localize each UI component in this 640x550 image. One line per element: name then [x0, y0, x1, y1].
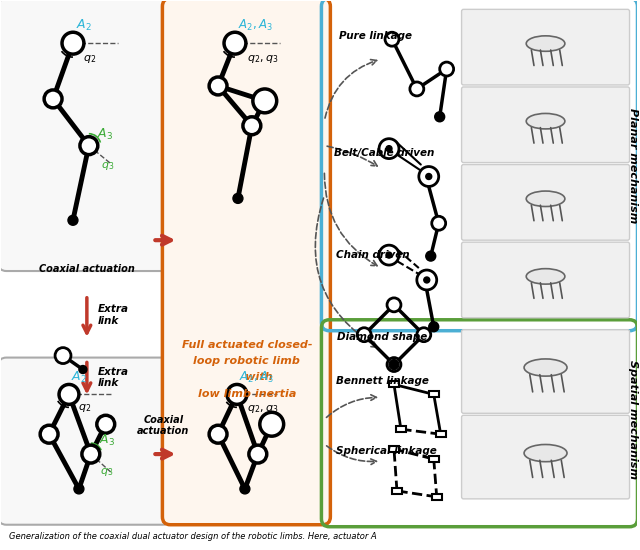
Ellipse shape [526, 36, 565, 51]
Circle shape [243, 117, 260, 135]
Ellipse shape [524, 444, 567, 461]
Text: $A_2$: $A_2$ [71, 370, 87, 384]
Text: Extra
link: Extra link [98, 367, 129, 388]
Circle shape [386, 252, 392, 258]
Circle shape [249, 445, 267, 463]
Text: $q_2, q_3$: $q_2, q_3$ [247, 53, 278, 65]
Bar [389, 382, 399, 387]
Text: Pure linkage: Pure linkage [339, 31, 412, 41]
Circle shape [419, 167, 438, 186]
Circle shape [62, 32, 84, 54]
FancyBboxPatch shape [0, 358, 170, 525]
Circle shape [55, 348, 71, 364]
Circle shape [432, 216, 445, 230]
Circle shape [224, 32, 246, 54]
Circle shape [80, 137, 98, 155]
Text: Coaxial
actuation: Coaxial actuation [137, 415, 189, 436]
FancyBboxPatch shape [461, 87, 630, 163]
Circle shape [389, 360, 399, 370]
FancyArrowPatch shape [326, 395, 376, 417]
Bar [429, 392, 438, 398]
Circle shape [233, 194, 243, 204]
FancyBboxPatch shape [461, 242, 630, 318]
Circle shape [40, 425, 58, 443]
Circle shape [227, 384, 247, 404]
Bar [436, 431, 445, 437]
FancyBboxPatch shape [0, 0, 170, 271]
Ellipse shape [524, 359, 567, 376]
Text: Bennett linkage: Bennett linkage [337, 376, 429, 387]
Bar [392, 488, 402, 494]
Bar [429, 456, 438, 462]
Circle shape [379, 245, 399, 265]
Circle shape [79, 366, 87, 373]
Circle shape [209, 425, 227, 443]
Circle shape [253, 89, 276, 113]
Circle shape [440, 62, 454, 76]
Circle shape [385, 32, 399, 46]
Circle shape [435, 112, 445, 122]
Circle shape [426, 173, 432, 179]
Circle shape [424, 277, 430, 283]
Circle shape [379, 139, 399, 158]
Circle shape [97, 415, 115, 433]
FancyBboxPatch shape [461, 9, 630, 85]
Text: $q_2$: $q_2$ [78, 402, 91, 414]
Text: $q_2$: $q_2$ [83, 53, 96, 65]
Circle shape [59, 384, 79, 404]
FancyBboxPatch shape [461, 415, 630, 499]
Text: $A_2$: $A_2$ [76, 18, 92, 34]
Circle shape [74, 484, 84, 494]
Text: $q_2, q_3$: $q_2, q_3$ [247, 403, 278, 415]
Circle shape [410, 82, 424, 96]
Text: Chain driven: Chain driven [337, 250, 410, 260]
Circle shape [240, 484, 250, 494]
Text: Coaxial actuation: Coaxial actuation [39, 264, 135, 274]
FancyBboxPatch shape [163, 0, 330, 525]
Text: Spatial mechanism: Spatial mechanism [627, 360, 637, 479]
Text: $q_3$: $q_3$ [100, 466, 113, 478]
Circle shape [426, 251, 436, 261]
Text: Planar mechanism: Planar mechanism [627, 108, 637, 223]
Bar [389, 446, 399, 452]
Ellipse shape [526, 191, 565, 206]
Text: $q_3$: $q_3$ [100, 160, 114, 172]
Text: Diamond shape: Diamond shape [337, 332, 428, 342]
Circle shape [386, 146, 392, 152]
Text: $A_3$: $A_3$ [99, 433, 115, 448]
Circle shape [209, 77, 227, 95]
Circle shape [417, 328, 431, 342]
Bar [396, 426, 406, 432]
Ellipse shape [526, 268, 565, 284]
Text: Generalization of the coaxial dual actuator design of the robotic limbs. Here, a: Generalization of the coaxial dual actua… [10, 532, 377, 541]
Circle shape [417, 270, 436, 290]
Circle shape [387, 298, 401, 312]
Circle shape [357, 328, 371, 342]
FancyBboxPatch shape [461, 164, 630, 240]
FancyArrowPatch shape [324, 173, 377, 266]
FancyArrowPatch shape [326, 446, 376, 465]
FancyArrowPatch shape [316, 198, 377, 347]
Circle shape [260, 412, 284, 436]
Text: Extra
link: Extra link [98, 304, 129, 326]
Text: $A_2, A_3$: $A_2, A_3$ [239, 370, 274, 384]
Text: $A_2, A_3$: $A_2, A_3$ [238, 18, 273, 34]
FancyArrowPatch shape [325, 59, 376, 118]
Text: $A_3$: $A_3$ [97, 126, 113, 142]
Circle shape [387, 358, 401, 371]
FancyBboxPatch shape [461, 329, 630, 413]
Circle shape [68, 215, 78, 226]
Text: Belt/Cable driven: Belt/Cable driven [334, 147, 435, 158]
Ellipse shape [526, 113, 565, 129]
Circle shape [82, 445, 100, 463]
Bar [432, 494, 442, 500]
Circle shape [429, 322, 438, 332]
FancyArrowPatch shape [327, 146, 377, 166]
Circle shape [44, 90, 62, 108]
Text: Full actuated closed-
loop robotic limb
      with
low limb inertia: Full actuated closed- loop robotic limb … [182, 340, 312, 399]
Text: Spherical linkage: Spherical linkage [337, 446, 437, 456]
